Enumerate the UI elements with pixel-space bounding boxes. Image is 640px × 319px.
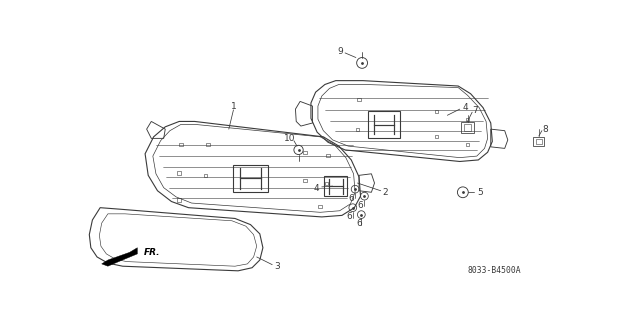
Bar (326, 154, 330, 157)
Bar (179, 143, 182, 146)
Bar (461, 122, 474, 133)
Bar (465, 143, 469, 146)
Bar (303, 179, 307, 182)
Bar (464, 124, 471, 131)
Bar (177, 172, 181, 174)
Bar (206, 143, 210, 146)
Text: 9: 9 (337, 47, 343, 56)
Text: 4: 4 (314, 184, 319, 193)
Text: 10: 10 (284, 134, 295, 143)
Text: FR.: FR. (143, 248, 160, 257)
Bar (435, 135, 438, 138)
Text: 5: 5 (477, 188, 483, 197)
Text: 1: 1 (230, 101, 236, 111)
Polygon shape (102, 248, 138, 266)
Bar (318, 204, 322, 208)
Bar (324, 176, 348, 196)
Bar (465, 118, 469, 121)
Text: 2: 2 (383, 188, 388, 197)
Bar (536, 139, 542, 144)
Text: 6: 6 (358, 201, 364, 210)
Bar (324, 182, 328, 185)
Bar (355, 128, 360, 131)
Text: 8033-B4500A: 8033-B4500A (467, 266, 521, 275)
Bar (234, 165, 268, 192)
Bar (177, 198, 181, 202)
Bar (204, 174, 207, 177)
Text: 6: 6 (347, 211, 353, 221)
Bar (357, 98, 361, 101)
Bar (367, 111, 400, 137)
Text: 7: 7 (472, 106, 478, 115)
Text: 6: 6 (356, 219, 362, 228)
Bar (435, 110, 438, 113)
Bar (303, 151, 307, 154)
Text: 8: 8 (542, 125, 548, 134)
Text: 6: 6 (348, 194, 354, 203)
Text: 3: 3 (275, 262, 280, 271)
Text: 4: 4 (462, 103, 468, 112)
Bar (533, 137, 544, 146)
